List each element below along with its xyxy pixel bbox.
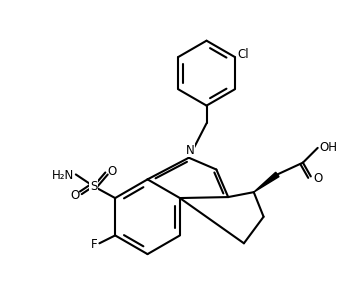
Text: N: N — [185, 144, 194, 157]
Text: O: O — [107, 165, 117, 178]
Polygon shape — [254, 172, 279, 192]
Text: O: O — [314, 172, 323, 185]
Text: H₂N: H₂N — [52, 169, 74, 182]
Text: F: F — [91, 238, 98, 251]
Text: S: S — [90, 180, 97, 193]
Text: O: O — [70, 188, 80, 201]
Text: OH: OH — [320, 142, 338, 155]
Text: Cl: Cl — [238, 48, 249, 61]
